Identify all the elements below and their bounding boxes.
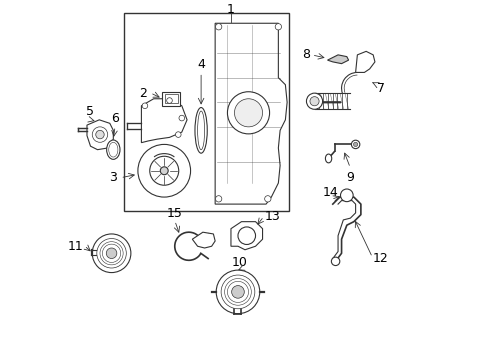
Polygon shape	[87, 120, 113, 150]
Text: 7: 7	[377, 82, 385, 95]
Polygon shape	[327, 55, 348, 64]
Circle shape	[92, 234, 131, 273]
Circle shape	[265, 196, 271, 202]
Circle shape	[175, 132, 181, 138]
Circle shape	[310, 96, 319, 106]
Ellipse shape	[195, 108, 207, 153]
Text: 11: 11	[68, 240, 83, 253]
Circle shape	[238, 227, 255, 244]
Circle shape	[150, 156, 179, 185]
Circle shape	[179, 115, 185, 121]
Text: 1: 1	[227, 3, 235, 16]
Circle shape	[275, 24, 282, 30]
Text: 12: 12	[373, 252, 389, 265]
Circle shape	[341, 189, 353, 202]
Text: 13: 13	[264, 210, 280, 223]
Bar	[165, 94, 177, 103]
Circle shape	[142, 103, 147, 109]
Polygon shape	[356, 51, 375, 72]
Circle shape	[96, 130, 104, 139]
Text: 9: 9	[346, 171, 354, 184]
Text: 2: 2	[139, 87, 147, 100]
Circle shape	[167, 98, 172, 103]
Circle shape	[216, 270, 260, 314]
Ellipse shape	[107, 140, 120, 159]
Text: 5: 5	[87, 105, 95, 118]
Circle shape	[138, 144, 191, 197]
Circle shape	[331, 257, 340, 266]
Circle shape	[92, 127, 108, 142]
Circle shape	[216, 24, 222, 30]
Text: 14: 14	[323, 186, 339, 199]
Ellipse shape	[325, 154, 332, 163]
Circle shape	[306, 93, 322, 109]
Circle shape	[106, 248, 117, 258]
Bar	[163, 92, 180, 106]
Text: 15: 15	[167, 207, 183, 220]
Circle shape	[160, 167, 168, 175]
Circle shape	[351, 140, 360, 149]
Circle shape	[97, 239, 126, 268]
Polygon shape	[215, 23, 287, 204]
Text: 10: 10	[232, 256, 247, 269]
Text: 8: 8	[302, 48, 310, 61]
Circle shape	[227, 92, 270, 134]
Ellipse shape	[197, 111, 205, 150]
Circle shape	[353, 142, 358, 147]
Circle shape	[232, 285, 245, 298]
Circle shape	[235, 99, 263, 127]
Bar	[124, 13, 289, 211]
Circle shape	[216, 196, 222, 202]
Polygon shape	[193, 232, 215, 248]
Text: 6: 6	[111, 112, 119, 125]
Circle shape	[221, 275, 255, 309]
Polygon shape	[142, 99, 187, 143]
Text: 4: 4	[197, 58, 205, 71]
Text: 3: 3	[109, 171, 117, 184]
Polygon shape	[231, 222, 263, 250]
Ellipse shape	[109, 142, 118, 157]
